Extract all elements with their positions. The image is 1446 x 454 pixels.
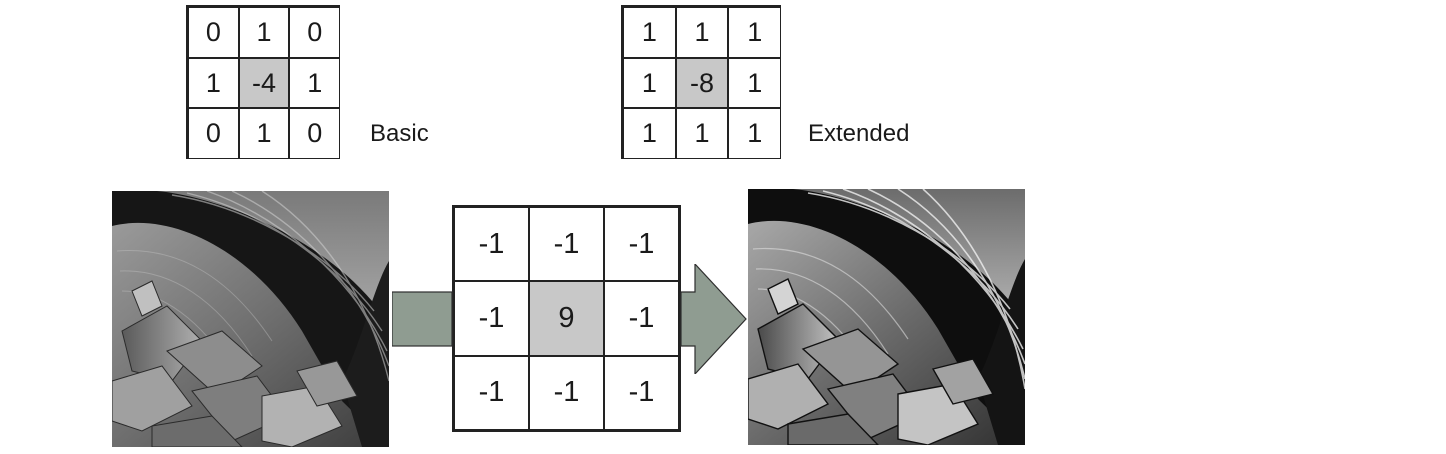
kernel-cell: -1: [454, 207, 529, 282]
kernel-cell: 0: [188, 7, 239, 58]
kernel-cell: 1: [238, 7, 290, 58]
kernel-cell: -1: [604, 281, 679, 356]
kernel-cell: 1: [675, 108, 729, 160]
kernel-cell: -1: [529, 207, 604, 282]
kernel-cell: 0: [188, 108, 239, 160]
kernel-cell: 1: [289, 57, 341, 109]
kernel-sharpen: -1 -1 -1 -1 9 -1 -1 -1 -1: [452, 205, 681, 432]
kernel-cell: 1: [623, 108, 676, 160]
kernel-cell: -1: [529, 355, 604, 430]
kernel-extended-caption: Extended: [808, 120, 910, 147]
kernel-cell: 1: [728, 108, 782, 160]
kernel-cell: 0: [289, 108, 341, 160]
kernel-center-cell: 9: [529, 281, 604, 356]
arrow-tail: [392, 291, 453, 347]
kernel-center-cell: -8: [675, 57, 729, 109]
kernel-center-cell: -4: [238, 57, 290, 109]
flow-arrow: [392, 264, 747, 374]
kernel-basic-caption: Basic: [370, 120, 429, 147]
kernel-cell: 1: [675, 7, 729, 58]
kernel-cell: 1: [623, 7, 676, 58]
kernel-cell: 1: [623, 57, 676, 109]
kernel-cell: 1: [188, 57, 239, 109]
arrow-head: [680, 264, 747, 374]
kernel-cell: -1: [604, 355, 679, 430]
original-micrograph-image: [112, 191, 389, 447]
kernel-cell: 1: [728, 57, 782, 109]
kernel-cell: 0: [289, 7, 341, 58]
kernel-cell: -1: [604, 207, 679, 282]
kernel-cell: 1: [728, 7, 782, 58]
kernel-cell: -1: [454, 281, 529, 356]
kernel-cell: -1: [454, 355, 529, 430]
kernel-extended: 1 1 1 1 -8 1 1 1 1: [621, 5, 782, 160]
kernel-basic: 0 1 0 1 -4 1 0 1 0: [186, 5, 341, 160]
kernel-cell: 1: [238, 108, 290, 160]
sharpened-micrograph-image: [748, 189, 1025, 445]
